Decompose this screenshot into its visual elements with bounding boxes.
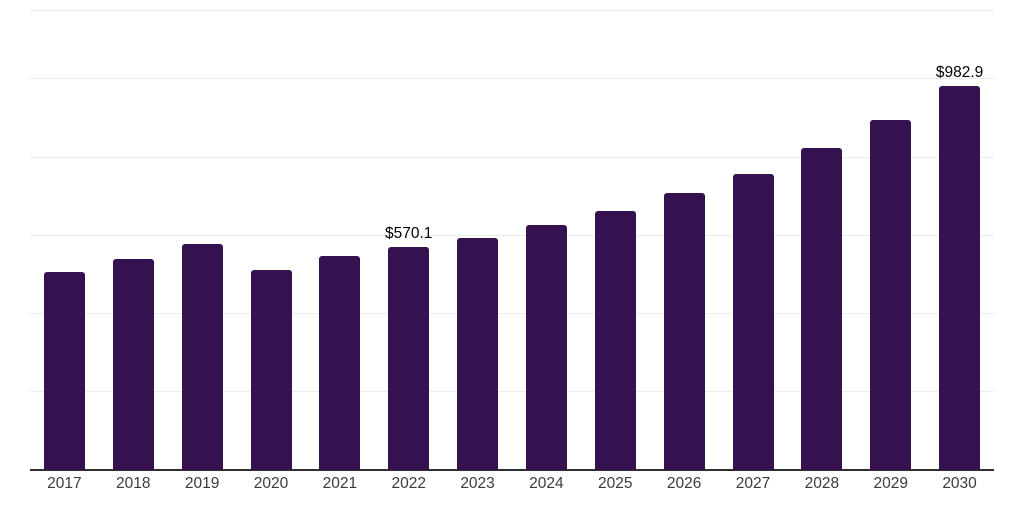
bar xyxy=(594,210,636,470)
bar xyxy=(319,255,361,470)
bar xyxy=(732,173,774,470)
x-tick-label: 2023 xyxy=(460,475,495,492)
x-tick-label: 2022 xyxy=(391,475,426,492)
x-tick-label: 2027 xyxy=(735,475,771,492)
x-tick-label: 2026 xyxy=(666,475,702,492)
bar-value-label: $570.1 xyxy=(384,225,433,243)
x-tick-label: 2029 xyxy=(873,475,908,492)
x-tick-label: 2019 xyxy=(184,475,220,492)
x-tick-label: 2028 xyxy=(804,475,840,492)
gridline xyxy=(30,391,994,393)
bar xyxy=(181,244,223,470)
gridline xyxy=(30,78,994,80)
gridline xyxy=(30,234,994,236)
bar xyxy=(43,272,85,470)
bar xyxy=(663,193,705,470)
x-tick-label: 2024 xyxy=(529,475,564,492)
x-tick-label: 2025 xyxy=(598,475,633,492)
x-axis-line xyxy=(30,469,994,471)
x-tick-label: 2017 xyxy=(47,475,82,492)
gridline xyxy=(30,313,994,315)
x-tick-label: 2030 xyxy=(942,475,977,492)
gridline xyxy=(30,9,994,11)
bar xyxy=(870,119,912,470)
bar xyxy=(939,85,981,470)
gridline xyxy=(30,156,994,158)
bar xyxy=(525,225,567,470)
bar xyxy=(388,247,430,470)
x-tick-label: 2018 xyxy=(116,475,151,492)
bar xyxy=(112,259,154,470)
bar-value-label: $982.9 xyxy=(935,63,984,81)
x-tick-label: 2020 xyxy=(253,475,289,492)
bar xyxy=(250,269,292,470)
x-tick-label: 2021 xyxy=(322,475,358,492)
bar xyxy=(801,148,843,470)
plot-area: $570.1 $982.9 xyxy=(30,9,994,471)
bar xyxy=(457,237,499,470)
